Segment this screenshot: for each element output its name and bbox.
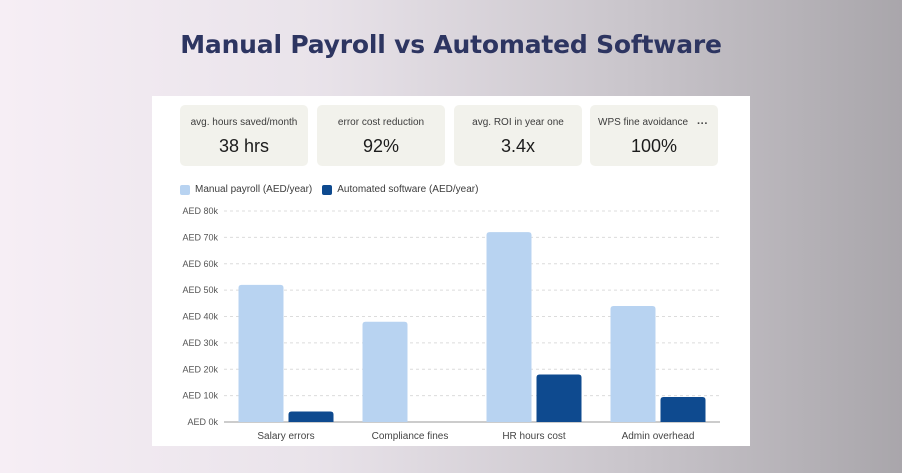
y-tick-label: AED 30k: [182, 338, 218, 348]
x-tick-label: Compliance fines: [372, 431, 449, 442]
legend-swatch-manual: [180, 184, 190, 195]
bar-automated: [536, 374, 582, 422]
kpi-card-wps-fine: WPS fine avoidance 100% ···: [590, 105, 718, 166]
page-title: Manual Payroll vs Automated Software: [180, 30, 722, 59]
kpi-value: 3.4x: [500, 136, 536, 156]
kpi-card-roi: avg. ROI in year one 3.4x: [454, 105, 582, 166]
legend-label-manual: Manual payroll (AED/year): [195, 184, 313, 195]
kpi-label: WPS fine avoidance: [598, 117, 689, 128]
chart-panel: avg. hours saved/month 38 hrs error cost…: [152, 96, 750, 446]
kpi-card-hours-saved: avg. hours saved/month 38 hrs: [180, 105, 308, 166]
bar-manual: [362, 321, 408, 422]
bar-manual: [486, 232, 532, 422]
more-options-icon[interactable]: ···: [694, 119, 708, 130]
legend-item-automated[interactable]: Automated software (AED/year): [322, 184, 478, 195]
kpi-value: 100%: [630, 136, 678, 156]
kpi-label: avg. ROI in year one: [472, 117, 564, 128]
bar-manual: [610, 305, 656, 422]
bar-manual: [238, 284, 284, 422]
bar-automated: [660, 396, 706, 422]
y-tick-label: AED 10k: [182, 391, 218, 401]
y-tick-label: AED 20k: [182, 364, 218, 374]
kpi-card-error-cost: error cost reduction 92%: [317, 105, 445, 166]
legend-swatch-automated: [322, 184, 333, 195]
legend-item-manual[interactable]: Manual payroll (AED/year): [180, 184, 312, 195]
y-tick-label: AED 80k: [182, 206, 218, 216]
y-tick-label: AED 50k: [182, 285, 218, 295]
x-tick-label: Salary errors: [257, 431, 314, 442]
kpi-label: error cost reduction: [337, 117, 425, 128]
y-tick-label: AED 0k: [187, 417, 218, 427]
y-tick-label: AED 70k: [182, 232, 218, 242]
y-tick-label: AED 40k: [182, 312, 218, 322]
x-tick-label: Admin overhead: [622, 431, 695, 442]
kpi-value: 92%: [362, 136, 400, 156]
kpi-label: avg. hours saved/month: [190, 117, 298, 128]
chart-legend: Manual payroll (AED/year) Automated soft…: [180, 184, 488, 195]
y-tick-label: AED 60k: [182, 259, 218, 269]
legend-label-automated: Automated software (AED/year): [337, 184, 479, 195]
bar-automated: [288, 411, 334, 422]
kpi-value: 38 hrs: [218, 136, 270, 156]
bar-chart: AED 0k AED 10k AED 20k AED 30k AED 40k AED 50…: [182, 206, 720, 442]
x-tick-label: HR hours cost: [502, 431, 566, 442]
